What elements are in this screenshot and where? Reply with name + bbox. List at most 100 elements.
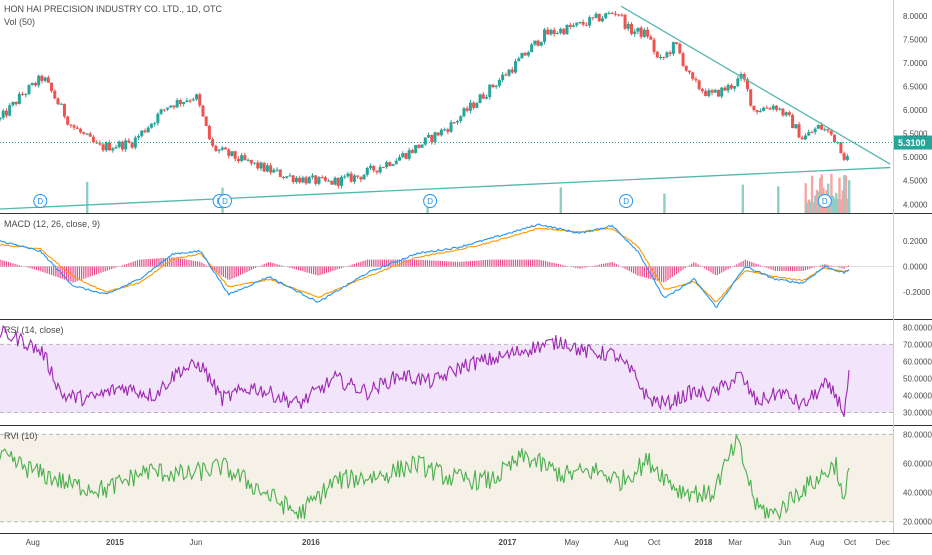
candle-body: [813, 128, 817, 133]
price-candle: [8, 103, 12, 117]
price-candle: [662, 56, 666, 60]
candle-body: [530, 44, 534, 53]
candle-body: [494, 85, 498, 88]
price-candle: [542, 27, 546, 45]
price-candle: [204, 116, 208, 127]
price-candle: [571, 23, 575, 28]
time-tick-label: May: [564, 538, 579, 547]
candle-body: [124, 140, 128, 150]
time-tick-label: Dec: [876, 538, 890, 547]
price-candle: [43, 76, 47, 83]
price-candle: [565, 24, 569, 35]
candle-body: [594, 13, 598, 18]
volume-bar: [846, 198, 849, 213]
candle-body: [253, 162, 257, 164]
candle-body: [372, 165, 376, 171]
candle-body: [11, 101, 15, 106]
price-candle: [658, 54, 662, 60]
price-candle: [21, 91, 25, 96]
price-candle: [675, 41, 679, 45]
candle-body: [704, 91, 708, 96]
price-candle: [497, 77, 501, 88]
volume-bar: [559, 187, 563, 213]
candle-body: [14, 101, 18, 105]
price-candle: [646, 27, 650, 39]
dividend-marker[interactable]: D: [217, 194, 232, 208]
candle-body: [227, 149, 231, 156]
price-candle: [111, 147, 115, 153]
candle-body: [713, 89, 717, 93]
price-candle: [156, 112, 160, 126]
volume-bar: [809, 201, 812, 213]
candle-body: [488, 84, 492, 97]
candle-body: [8, 105, 12, 116]
time-tick-label: Jun: [778, 538, 791, 547]
candle-body: [349, 173, 353, 182]
candle-body: [443, 129, 447, 131]
candle-body: [230, 151, 234, 156]
price-candle: [346, 171, 350, 179]
candle-body: [59, 103, 63, 105]
price-candle: [842, 151, 846, 162]
candle-body: [162, 109, 166, 111]
volume-label: Vol (50): [4, 17, 35, 27]
price-candle: [178, 98, 182, 107]
dividend-marker[interactable]: D: [33, 194, 48, 208]
dividend-marker[interactable]: D: [817, 194, 832, 208]
price-candle: [752, 105, 756, 112]
candle-body: [149, 123, 153, 128]
volume-bar: [663, 193, 666, 213]
candle-body: [716, 89, 720, 97]
candle-body: [588, 17, 592, 26]
candle-body: [4, 110, 8, 116]
price-candle: [845, 153, 849, 162]
price-candle: [723, 85, 727, 92]
candle-body: [233, 151, 237, 159]
candle-body: [272, 169, 276, 173]
candle-body: [365, 167, 369, 175]
price-candle: [4, 108, 8, 118]
price-candle: [787, 110, 791, 117]
candle-body: [285, 176, 289, 178]
time-tick-label: 2017: [499, 538, 517, 547]
dividend-marker[interactable]: D: [423, 194, 438, 208]
candle-body: [414, 145, 418, 153]
price-candle: [803, 133, 807, 140]
candle-body: [600, 18, 604, 22]
candle-body: [104, 142, 108, 151]
candle-body: [327, 180, 331, 182]
candle-body: [646, 29, 650, 37]
price-candle: [304, 175, 308, 185]
time-tick-label: 2018: [695, 538, 713, 547]
chart-title: HON HAI PRECISION INDUSTRY CO. LTD., 1D,…: [4, 4, 223, 14]
candle-body: [50, 82, 54, 91]
dividend-marker[interactable]: D: [619, 194, 634, 208]
candle-body: [826, 129, 830, 131]
price-candle: [749, 89, 753, 108]
current-price-badge: [894, 135, 932, 150]
candle-body: [597, 13, 601, 22]
candle-body: [156, 113, 160, 124]
price-candle: [166, 107, 170, 112]
price-candle: [462, 106, 466, 118]
candle-body: [726, 85, 730, 91]
rsi-tick-label: 80.0000: [903, 323, 932, 332]
volume-bar: [847, 180, 851, 213]
price-candle: [365, 166, 369, 177]
candle-body: [391, 164, 395, 166]
price-candle: [652, 37, 656, 55]
candle-body: [298, 177, 302, 183]
price-candle: [588, 15, 592, 28]
candle-body: [85, 133, 89, 135]
candle-body: [481, 94, 485, 99]
rvi-tick-label: 80.0000: [903, 430, 932, 439]
price-candle: [278, 169, 282, 178]
candle-body: [323, 177, 327, 181]
dividend-label: D: [623, 197, 629, 206]
price-candle: [755, 109, 759, 115]
price-candle: [613, 11, 617, 17]
price-candle: [720, 86, 724, 99]
volume-bar: [830, 173, 833, 213]
